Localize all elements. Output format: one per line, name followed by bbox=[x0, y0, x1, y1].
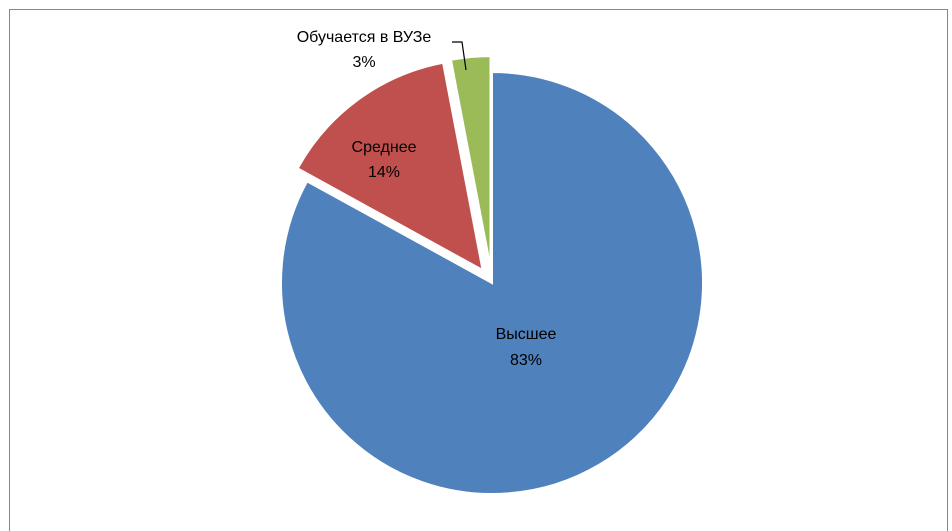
slice-label-name-srednee: Среднее bbox=[352, 139, 417, 156]
slice-label-value-srednee: 14% bbox=[368, 164, 400, 181]
pie-labels: Высшее 83% Среднее 14% Обучается в ВУЗе … bbox=[297, 29, 557, 369]
slice-label-value-vysshee: 83% bbox=[510, 352, 542, 369]
slice-label-value-obuchaetsya: 3% bbox=[352, 54, 375, 71]
slice-label-name-vysshee: Высшее bbox=[496, 326, 557, 343]
leader-line-obuchaetsya bbox=[452, 41, 467, 71]
slice-label-name-obuchaetsya: Обучается в ВУЗе bbox=[297, 29, 432, 46]
slice-obuchaetsya bbox=[449, 55, 492, 268]
slice-vysshee bbox=[280, 70, 704, 495]
pie-slices bbox=[280, 55, 704, 495]
chart-border bbox=[9, 9, 948, 531]
slice-srednee bbox=[296, 61, 484, 272]
